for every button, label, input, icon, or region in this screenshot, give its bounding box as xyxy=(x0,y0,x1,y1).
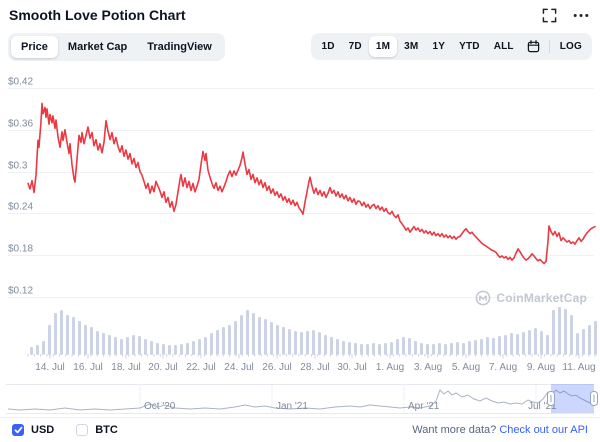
minimap-period-label: Oct '20 xyxy=(144,401,176,412)
api-promo: Want more data? Check out our API xyxy=(412,424,588,436)
x-axis-ticks xyxy=(27,354,596,359)
usd-label: USD xyxy=(31,424,55,436)
usd-checkbox-box[interactable] xyxy=(12,424,24,436)
tab-tradingview[interactable]: TradingView xyxy=(137,36,222,58)
minimap[interactable]: Oct '20 Jan '21 Apr '21 Jul '21 xyxy=(6,384,598,414)
x-tick-label: 14. Jul xyxy=(35,362,64,373)
x-tick-label: 20. Jul xyxy=(148,362,177,373)
btc-checkbox[interactable]: BTC xyxy=(76,424,118,436)
header: Smooth Love Potion Chart xyxy=(0,0,600,30)
more-options-icon[interactable] xyxy=(572,7,590,23)
x-axis-labels: 14. Jul 16. Jul 18. Jul 20. Jul 22. Jul 24. J… xyxy=(35,362,595,373)
range-1m[interactable]: 1M xyxy=(368,36,398,57)
x-tick-label: 11. Aug xyxy=(562,362,595,373)
coinmarketcap-logo-icon xyxy=(476,290,491,306)
range-3m[interactable]: 3M xyxy=(397,36,425,57)
x-tick-label: 7. Aug xyxy=(489,362,517,373)
gridlines xyxy=(8,88,594,298)
watermark: CoinMarketCap xyxy=(475,290,587,306)
x-tick-label: 1. Aug xyxy=(376,362,404,373)
x-tick-label: 18. Jul xyxy=(111,362,140,373)
volume-bars xyxy=(30,307,597,355)
api-prompt-text: Want more data? xyxy=(412,424,497,436)
usd-checkbox[interactable]: USD xyxy=(12,424,54,436)
fullscreen-icon[interactable] xyxy=(540,7,558,23)
minimap-selection[interactable] xyxy=(551,384,594,413)
tab-market-cap[interactable]: Market Cap xyxy=(58,36,137,58)
api-link[interactable]: Check out our API xyxy=(499,424,588,436)
range-all[interactable]: ALL xyxy=(487,36,521,57)
log-scale-button[interactable]: LOG xyxy=(553,36,589,57)
range-7d[interactable]: 7D xyxy=(342,36,369,57)
page-title: Smooth Love Potion Chart xyxy=(9,7,186,23)
x-tick-label: 22. Jul xyxy=(186,362,215,373)
x-tick-label: 3. Aug xyxy=(414,362,442,373)
x-tick-label: 9. Aug xyxy=(527,362,555,373)
x-tick-label: 28. Jul xyxy=(300,362,329,373)
y-tick-label: $0.42 xyxy=(8,77,33,88)
range-ytd[interactable]: YTD xyxy=(452,36,487,57)
tab-price[interactable]: Price xyxy=(11,36,58,58)
x-tick-label: 26. Jul xyxy=(262,362,291,373)
price-line[interactable] xyxy=(27,102,596,265)
x-tick-label: 30. Jul xyxy=(337,362,366,373)
divider xyxy=(548,40,550,53)
x-tick-label: 16. Jul xyxy=(73,362,102,373)
y-tick-label: $0.36 xyxy=(8,119,33,130)
y-tick-label: $0.24 xyxy=(8,202,33,213)
range-selector: 1D 7D 1M 3M 1Y YTD ALL LOG xyxy=(311,33,592,60)
selection-handle-left[interactable] xyxy=(547,391,555,406)
minimap-period-label: Jul '21 xyxy=(528,401,557,412)
calendar-icon[interactable] xyxy=(521,37,546,56)
footer: USD BTC Want more data? Check out our AP… xyxy=(0,417,600,442)
range-1d[interactable]: 1D xyxy=(314,36,341,57)
btc-label: BTC xyxy=(95,424,118,436)
minimap-labels: Oct '20 Jan '21 Apr '21 Jul '21 xyxy=(144,401,557,412)
x-tick-label: 24. Jul xyxy=(224,362,253,373)
minimap-period-label: Jan '21 xyxy=(276,401,308,412)
y-tick-label: $0.3 xyxy=(8,161,28,172)
minimap-period-label: Apr '21 xyxy=(408,401,440,412)
selection-handle-right[interactable] xyxy=(590,391,598,406)
y-tick-label: $0.12 xyxy=(8,286,33,297)
chart-type-tabs: Price Market Cap TradingView xyxy=(8,33,225,61)
range-1y[interactable]: 1Y xyxy=(425,36,452,57)
btc-checkbox-box[interactable] xyxy=(76,424,89,436)
y-axis-labels: $0.42 $0.36 $0.3 $0.24 $0.18 $0.12 xyxy=(8,77,33,297)
y-tick-label: $0.18 xyxy=(8,244,33,255)
x-tick-label: 5. Aug xyxy=(452,362,480,373)
watermark-text: CoinMarketCap xyxy=(496,291,587,305)
